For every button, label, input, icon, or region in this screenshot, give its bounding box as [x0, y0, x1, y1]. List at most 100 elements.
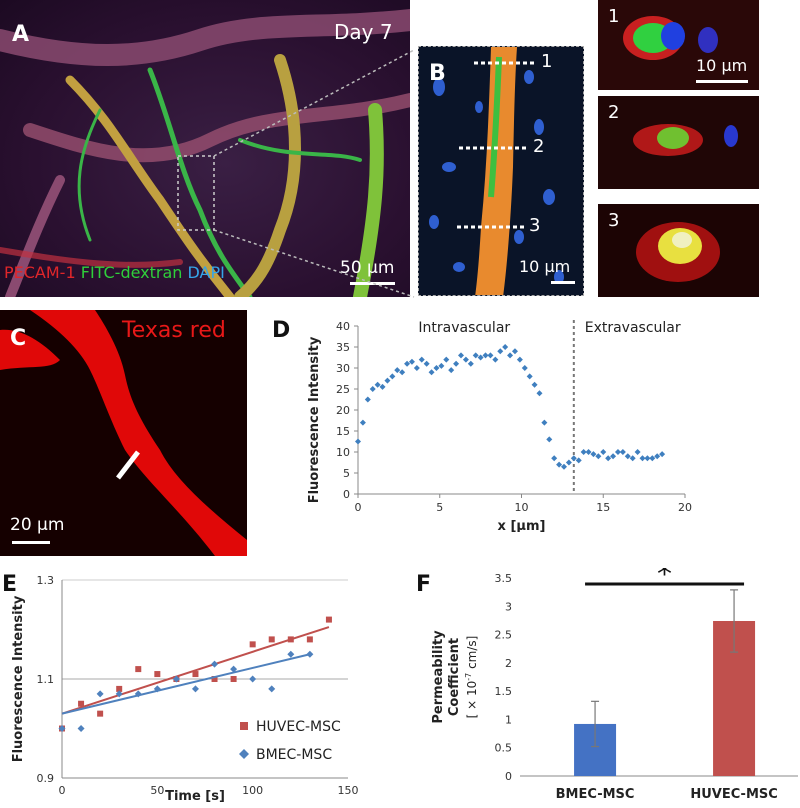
- data-point: [287, 650, 295, 658]
- texas-red-label: Texas red: [122, 318, 226, 343]
- y-tick-label: 5: [343, 467, 350, 480]
- y-axis-label: Permeability Coefficient[ × 10-7 cm/s]: [431, 630, 479, 724]
- data-point: [511, 348, 518, 355]
- significance-marker: *: [657, 568, 672, 592]
- data-point: [268, 685, 276, 693]
- data-point: [610, 453, 617, 460]
- data-point: [634, 449, 641, 455]
- data-point: [600, 449, 607, 455]
- extravascular-label: Extravascular: [585, 320, 681, 336]
- data-point: [556, 461, 563, 468]
- data-point: [389, 373, 396, 380]
- x-tick-label: 0: [59, 784, 66, 797]
- data-point: [526, 373, 533, 380]
- data-point: [211, 660, 219, 668]
- day-label: Day 7: [334, 20, 393, 44]
- panel-c-label: C: [10, 326, 27, 351]
- data-point: [497, 348, 504, 355]
- data-point: [134, 690, 142, 698]
- y-axis-label-line1: Permeability: [431, 630, 446, 724]
- data-point: [536, 390, 543, 397]
- y-tick-label: 1.5: [495, 685, 513, 698]
- panel-b-image: B 1 2 3 10 μm: [418, 46, 584, 296]
- panel-c-scale-bar: [12, 541, 50, 544]
- data-point: [249, 641, 256, 648]
- data-point: [394, 367, 401, 374]
- y-tick-label: 3.5: [495, 572, 513, 585]
- data-point: [629, 455, 636, 462]
- data-point: [379, 383, 386, 390]
- line-3-label: 3: [529, 215, 541, 236]
- data-point: [644, 455, 651, 462]
- data-point: [154, 671, 161, 678]
- data-point: [230, 665, 238, 673]
- x-axis-label: x [μm]: [498, 519, 546, 532]
- data-point: [172, 675, 180, 683]
- data-point: [374, 381, 381, 388]
- inset-3-image: 3: [598, 204, 759, 297]
- legend-label: BMEC-MSC: [256, 747, 332, 763]
- data-point: [249, 675, 257, 683]
- y-tick-label: 0: [343, 488, 350, 501]
- stain-pecam-label: PECAM-1: [4, 263, 76, 282]
- unit-exponent: -7: [464, 673, 473, 681]
- y-tick-label: 15: [336, 425, 350, 438]
- panel-c-scale-label: 20 μm: [10, 515, 65, 535]
- data-point: [619, 449, 626, 455]
- stain-legend: PECAM-1 FITC-dextran DAPI: [4, 263, 225, 282]
- data-point: [153, 685, 161, 693]
- data-point: [561, 463, 568, 470]
- data-point: [477, 354, 484, 361]
- stain-fitc-label: FITC-dextran: [80, 263, 183, 282]
- data-point: [325, 616, 332, 623]
- panel-b-scale-label: 10 μm: [519, 257, 571, 276]
- data-point: [192, 671, 199, 678]
- data-point: [487, 352, 494, 359]
- data-point: [614, 449, 621, 455]
- data-point: [605, 455, 612, 462]
- data-point: [96, 690, 104, 698]
- data-point: [624, 453, 631, 460]
- data-point: [575, 457, 582, 464]
- data-point: [433, 365, 440, 371]
- panel-f-label: F: [416, 572, 432, 597]
- y-tick-label: 0.9: [37, 772, 55, 785]
- trend-line: [61, 653, 311, 715]
- y-tick-label: 40: [336, 320, 350, 333]
- y-tick-label: 1: [505, 713, 512, 726]
- data-point: [135, 666, 142, 673]
- inset-1-scale-bar: [696, 80, 748, 83]
- data-point: [115, 690, 123, 698]
- data-point: [659, 451, 666, 458]
- y-tick-label: 0: [505, 770, 512, 783]
- y-axis-label: Fluorescence Intensity: [11, 595, 26, 762]
- chart-d: 0 5 10 15 20 25 30 35 40 0 5 10 15 20 Intravascular Ext…: [307, 320, 692, 532]
- data-point: [585, 449, 592, 455]
- inset-2-image: 2: [598, 96, 759, 189]
- inset-1-label: 1: [608, 6, 620, 27]
- y-tick-label: 0.5: [495, 742, 513, 755]
- data-point: [404, 360, 411, 367]
- texas-red-vessel-image: [0, 310, 247, 556]
- panel-d-label: D: [272, 318, 291, 343]
- inset-1-scale-label: 10 μm: [696, 56, 748, 75]
- data-point: [551, 455, 558, 462]
- data-point: [580, 449, 587, 455]
- data-point: [418, 356, 425, 363]
- data-point: [462, 356, 469, 363]
- legend-marker: [240, 722, 248, 730]
- data-point: [565, 459, 572, 466]
- panel-a-image: A Day 7 PECAM-1 FITC-dextran DAPI 50 μm: [0, 0, 410, 297]
- category-label: HUVEC-MSC: [690, 787, 777, 802]
- x-tick-label: 0: [355, 501, 362, 514]
- vessel-zoom-image: [429, 47, 564, 295]
- data-point: [408, 358, 415, 365]
- legend-label: HUVEC-MSC: [256, 719, 341, 735]
- chart-f: 0 0.5 1 1.5 2 2.5 3 3.5 BMEC-MSC HUVEC-MSC * Permea…: [431, 568, 798, 802]
- data-point: [590, 451, 597, 458]
- y-tick-label: 1.1: [37, 673, 55, 686]
- inset-1-image: 1 10 μm: [598, 0, 759, 90]
- data-point: [492, 356, 499, 363]
- panel-e-label: E: [2, 572, 18, 597]
